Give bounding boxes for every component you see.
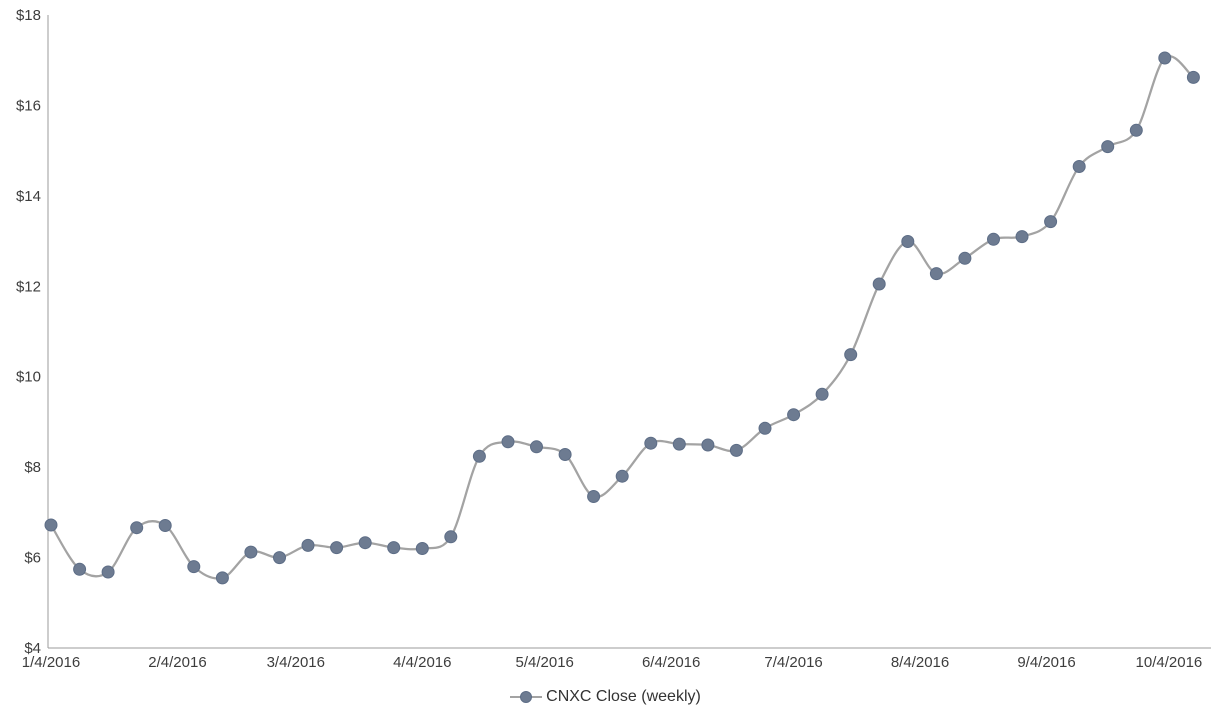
data-point-marker[interactable] [415,542,429,555]
legend[interactable]: CNXC Close (weekly) [0,688,1211,706]
data-point-marker[interactable] [215,571,229,585]
data-point-marker[interactable] [130,521,144,535]
data-point-marker[interactable] [987,232,1000,246]
data-point-marker[interactable] [1129,123,1143,137]
y-axis-tick-label: $6 [24,550,41,567]
data-point-marker[interactable] [1101,140,1115,154]
data-point-marker[interactable] [929,267,943,281]
x-axis-tick-label: 3/4/2016 [267,654,325,671]
x-axis-tick-label: 1/4/2016 [22,654,80,671]
x-axis-tick-label: 8/4/2016 [891,654,949,671]
data-point-marker[interactable] [273,551,286,565]
data-point-marker[interactable] [1072,160,1086,173]
x-axis-tick-label: 2/4/2016 [148,654,206,671]
y-axis-tick-label: $10 [16,369,41,386]
data-point-marker[interactable] [1015,230,1029,244]
x-axis-tick-label: 7/4/2016 [764,654,822,671]
data-point-marker[interactable] [844,348,858,362]
x-axis-tick-label: 9/4/2016 [1017,654,1075,671]
data-point-marker[interactable] [901,235,915,248]
y-axis-tick-label: $14 [16,188,41,205]
y-axis-tick-label: $16 [16,97,41,114]
data-point-marker[interactable] [615,469,629,483]
data-point-marker[interactable] [501,435,515,449]
data-point-marker[interactable] [301,538,315,552]
data-point-marker[interactable] [387,541,401,555]
data-point-marker[interactable] [815,387,829,401]
y-axis-tick-label: $12 [16,278,41,295]
data-point-marker[interactable] [729,443,743,457]
data-point-marker[interactable] [330,541,344,555]
data-point-marker[interactable] [644,436,658,450]
x-axis-tick-label: 5/4/2016 [515,654,573,671]
data-point-marker[interactable] [1044,215,1058,229]
legend-marker-icon [510,691,543,703]
data-point-marker[interactable] [1158,51,1172,65]
data-point-marker[interactable] [872,277,886,291]
legend-label: CNXC Close (weekly) [546,688,701,705]
data-point-marker[interactable] [701,438,715,452]
line-chart-canvas: $4 $6 $8 $10 $12 $14 $16 $18 1/4/2016 2/4/2016 3/4… [16,7,1211,671]
data-point-marker[interactable] [73,562,87,576]
data-point-marker[interactable] [101,565,115,579]
data-point-marker[interactable] [558,448,572,461]
data-point-marker[interactable] [444,530,458,544]
data-point-marker[interactable] [187,560,201,574]
x-axis-tick-label: 6/4/2016 [642,654,700,671]
data-point-marker[interactable] [587,490,601,503]
data-point-marker[interactable] [244,545,258,559]
data-point-marker[interactable] [158,519,172,532]
y-axis-tick-label: $8 [24,459,41,476]
data-point-marker[interactable] [44,518,58,532]
x-axis-tick-label: 4/4/2016 [393,654,451,671]
data-point-marker[interactable] [472,449,486,463]
data-point-marker[interactable] [758,421,772,435]
x-axis-tick-label: 10/4/2016 [1136,654,1203,671]
y-axis-tick-label: $4 [24,640,41,657]
data-point-marker[interactable] [958,251,972,265]
series-line [50,55,1195,580]
data-point-marker[interactable] [787,408,801,422]
data-point-marker[interactable] [672,437,686,451]
data-point-marker[interactable] [530,440,543,454]
data-point-marker[interactable] [358,536,372,550]
data-point-marker[interactable] [1186,70,1200,84]
y-axis-tick-label: $18 [16,7,41,24]
